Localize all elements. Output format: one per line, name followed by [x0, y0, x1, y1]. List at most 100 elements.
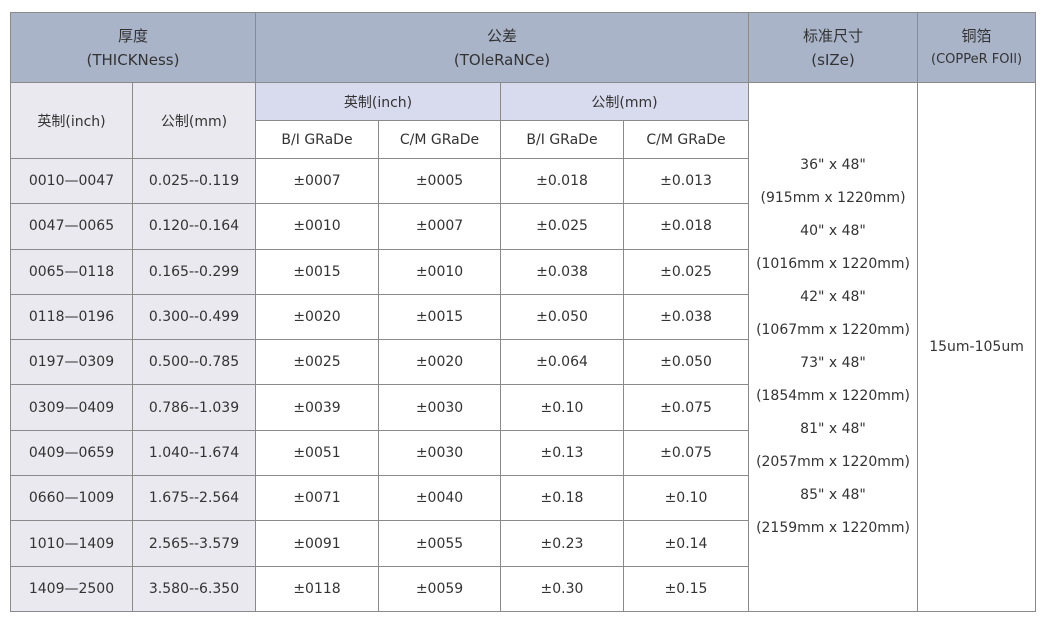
data-cell: 0.786--1.039 [132, 384, 256, 431]
header-cell: 铜箔 (COPPeR FOIl) [917, 12, 1037, 83]
grade-cell: C/M GRaDe [622, 120, 750, 159]
data-cell: ±0.013 [622, 157, 750, 205]
header-cell: 厚度 (THICKNess) [10, 12, 256, 83]
header-text: (sIZe) [811, 50, 855, 69]
data-cell: ±0.30 [500, 565, 624, 612]
data-cell: ±0.13 [500, 429, 624, 477]
data-cell: ±0007 [378, 203, 501, 250]
size-line: 81" x 48" [800, 420, 866, 437]
header-cell: 公差 (TOleRaNCe) [254, 12, 750, 83]
size-line: 36" x 48" [800, 156, 866, 173]
data-cell: ±0059 [378, 565, 501, 612]
data-row: 1409—2500 3.580--6.350 ±0118 ±0059 ±0.30 ±0.1… [10, 565, 1036, 612]
data-cell: ±0.038 [500, 248, 624, 295]
data-cell: 0.500--0.785 [132, 339, 256, 386]
data-cell: ±0.15 [622, 565, 750, 612]
data-row: 0047—0065 0.120--0.164 ±0010 ±0007 ±0.025 ±0.… [10, 203, 1036, 250]
data-cell: ±0010 [255, 203, 379, 250]
data-row: 0010—0047 0.025--0.119 ±0007 ±0005 ±0.018 ±0.… [10, 157, 1036, 205]
data-cell: 0047—0065 [10, 203, 133, 250]
data-row: 0065—0118 0.165--0.299 ±0015 ±0010 ±0.038 ±0.… [10, 248, 1036, 295]
data-cell: 1.040--1.674 [132, 429, 256, 477]
data-cell: ±0.23 [500, 520, 624, 567]
data-cell: ±0015 [255, 248, 379, 295]
data-cell: ±0010 [378, 248, 501, 295]
data-cell: 0409—0659 [10, 429, 133, 477]
grade-cell: B/I GRaDe [255, 120, 379, 159]
size-line: 42" x 48" [800, 288, 866, 305]
data-cell: 0118—0196 [10, 293, 133, 341]
data-cell: ±0.14 [622, 520, 750, 567]
subheader-cell: 公制(mm) [499, 82, 750, 121]
data-cell: 0.025--0.119 [132, 157, 256, 205]
header-cell: 标准尺寸 (sIZe) [748, 12, 919, 83]
size-line: (1854mm x 1220mm) [756, 387, 910, 404]
header-text: 公差 [487, 26, 518, 45]
data-cell: 3.580--6.350 [132, 565, 256, 612]
data-cell: ±0020 [255, 293, 379, 341]
data-row: 0309—0409 0.786--1.039 ±0039 ±0030 ±0.10 ±0.0… [10, 384, 1036, 431]
size-line: (1016mm x 1220mm) [756, 255, 910, 272]
grade-cell: C/M GRaDe [378, 120, 501, 159]
size-line: (2057mm x 1220mm) [756, 453, 910, 470]
grade-row: B/I GRaDe C/M GRaDe B/I GRaDe C/M GRaDe [11, 120, 1036, 159]
header-text: 标准尺寸 [803, 26, 864, 45]
data-cell: ±0.050 [500, 293, 624, 341]
data-cell: ±0025 [255, 339, 379, 386]
data-cell: 1.675--2.564 [132, 475, 256, 522]
header-text: 铜箔 [961, 26, 992, 45]
data-cell: ±0.025 [622, 248, 750, 295]
data-cell: 0660—1009 [10, 475, 133, 522]
data-cell: ±0071 [255, 475, 379, 522]
data-cell: 0010—0047 [10, 157, 133, 205]
header-text: (THICKNess) [86, 50, 180, 69]
data-row: 1010—1409 2.565--3.579 ±0091 ±0055 ±0.23 ±0.1… [10, 520, 1036, 567]
data-cell: 0065—0118 [10, 248, 133, 295]
data-cell: ±0039 [255, 384, 379, 431]
size-line: (915mm x 1220mm) [760, 189, 906, 206]
data-cell: 0.120--0.164 [132, 203, 256, 250]
data-cell: ±0015 [378, 293, 501, 341]
data-cell: 0197—0309 [10, 339, 133, 386]
header-text: (TOleRaNCe) [453, 50, 551, 69]
data-cell: ±0.050 [622, 339, 750, 386]
subheader-cell: 英制(inch) [10, 82, 133, 159]
data-cell: ±0.075 [622, 429, 750, 477]
grade-cell: B/I GRaDe [500, 120, 624, 159]
header-text: (COPPeR FOIl) [931, 51, 1023, 67]
spec-table: 厚度 (THICKNess) 公差 (TOleRaNCe) 标准尺寸 (sIZe) 铜… [10, 12, 1037, 612]
data-cell: ±0.018 [500, 157, 624, 205]
size-line: 85" x 48" [800, 486, 866, 503]
data-cell: ±0030 [378, 384, 501, 431]
data-cell: 1010—1409 [10, 520, 133, 567]
data-cell: ±0.038 [622, 293, 750, 341]
data-cell: ±0005 [378, 157, 501, 205]
data-cell: ±0.10 [622, 475, 750, 522]
size-line: 40" x 48" [800, 222, 866, 239]
data-cell: ±0.064 [500, 339, 624, 386]
header-text: 厚度 [117, 26, 148, 45]
data-cell: 0309—0409 [10, 384, 133, 431]
data-cell: 0.165--0.299 [132, 248, 256, 295]
size-line: 73" x 48" [800, 354, 866, 371]
data-cell: ±0.10 [500, 384, 624, 431]
data-cell: ±0.075 [622, 384, 750, 431]
data-cell: 2.565--3.579 [132, 520, 256, 567]
subheader-cell: 英制(inch) [255, 82, 501, 121]
subheader-row: 英制(inch) 公制(mm) 英制(inch) 公制(mm) 36" x 48… [10, 82, 1037, 612]
data-cell: ±0.018 [622, 203, 750, 250]
data-row: 0118—0196 0.300--0.499 ±0020 ±0015 ±0.050 ±0.… [10, 293, 1036, 341]
data-cell: ±0055 [378, 520, 501, 567]
data-cell: ±0020 [378, 339, 501, 386]
data-cell: ±0.025 [500, 203, 624, 250]
data-cell: ±0030 [378, 429, 501, 477]
data-cell: ±0091 [255, 520, 379, 567]
data-cell: ±0118 [255, 565, 379, 612]
header-row: 厚度 (THICKNess) 公差 (TOleRaNCe) 标准尺寸 (sIZe) 铜… [10, 12, 1037, 83]
data-cell: 1409—2500 [10, 565, 133, 612]
data-cell: ±0051 [255, 429, 379, 477]
size-line: (2159mm x 1220mm) [756, 519, 910, 536]
data-cell: ±0.18 [500, 475, 624, 522]
data-row: 0660—1009 1.675--2.564 ±0071 ±0040 ±0.18 ±0.1… [10, 475, 1036, 522]
